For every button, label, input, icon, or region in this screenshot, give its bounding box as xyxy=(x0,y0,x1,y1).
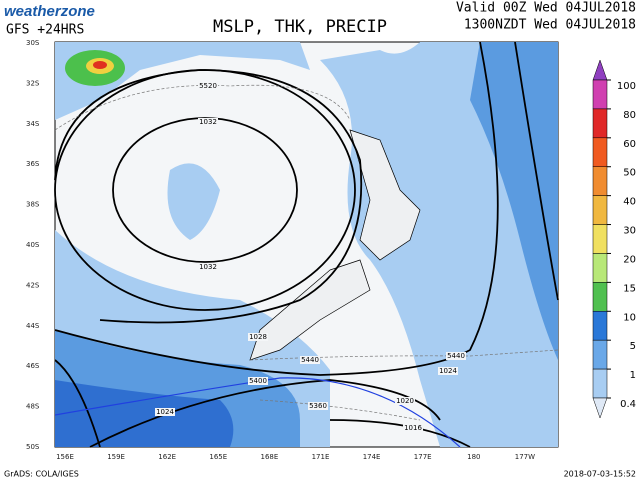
contour-label-bg xyxy=(248,377,268,385)
map-area xyxy=(54,41,559,448)
longitude-label: 177W xyxy=(515,453,535,461)
latitude-label: 46S xyxy=(26,362,40,370)
longitude-label: 177E xyxy=(414,453,432,461)
model-run: GFS +24HRS xyxy=(6,23,84,38)
contour-label-bg xyxy=(395,397,415,405)
latitude-label: 34S xyxy=(26,120,40,128)
longitude-label: 165E xyxy=(209,453,227,461)
latitude-label: 44S xyxy=(26,322,40,330)
latitude-label: 32S xyxy=(26,79,40,87)
latitude-label: 38S xyxy=(26,201,40,209)
contour-label: 1032 xyxy=(199,118,217,126)
colorbar-label: 80 xyxy=(623,110,636,121)
contour-label-bg xyxy=(248,333,268,341)
footer-timestamp: 2018-07-03-15:52 xyxy=(564,470,636,479)
contour-label-bg xyxy=(308,402,328,410)
longitude-label: 156E xyxy=(56,453,74,461)
colorbar-label: 30 xyxy=(623,226,636,237)
colorbar-swatch xyxy=(592,368,608,399)
contour-label: 1028 xyxy=(249,333,267,341)
contour-label: 1024 xyxy=(156,408,174,416)
contour-label: 5440 xyxy=(447,352,465,360)
contour-label-bg xyxy=(403,424,423,432)
latitude-label: 36S xyxy=(26,160,40,168)
contour-label: 1032 xyxy=(199,263,217,271)
contour-label: 5400 xyxy=(249,377,267,385)
longitude-label: 168E xyxy=(261,453,279,461)
longitude-label: 180 xyxy=(467,453,480,461)
contour-label: 5520 xyxy=(199,82,217,90)
contour-label-bg xyxy=(446,352,466,360)
colorbar-swatch xyxy=(592,108,608,139)
contour-label: 1024 xyxy=(439,367,457,375)
colorbar-cap xyxy=(592,59,608,81)
colorbar-label: 60 xyxy=(623,139,636,150)
colorbar-swatch xyxy=(592,166,608,196)
contour-label: 5360 xyxy=(309,402,327,410)
latitude-label: 40S xyxy=(26,241,40,249)
contour-label: 1020 xyxy=(396,397,414,405)
colorbar-swatch xyxy=(592,253,608,283)
logo: weatherzone xyxy=(4,3,95,20)
colorbar-label: 15 xyxy=(623,283,636,294)
colorbar-label: 40 xyxy=(623,197,636,208)
latitude-label: 42S xyxy=(26,281,40,289)
longitude-label: 159E xyxy=(107,453,125,461)
longitude-label: 171E xyxy=(312,453,330,461)
precip-cell xyxy=(93,61,107,69)
precip-heavy xyxy=(55,380,234,447)
colorbar-swatch xyxy=(592,282,608,312)
contour-label: 1016 xyxy=(404,424,422,432)
colorbar-label: 1 xyxy=(630,370,636,381)
contour-label-bg xyxy=(198,82,218,90)
colorbar-label: 5 xyxy=(630,341,636,352)
footer-credit: GrADS: COLA/IGES xyxy=(4,470,79,479)
map-title: MSLP, THK, PRECIP xyxy=(213,17,387,37)
colorbar-label: 10 xyxy=(623,312,636,323)
latitude-label: 48S xyxy=(26,403,40,411)
colorbar-swatch xyxy=(592,339,608,370)
latitude-label: 50S xyxy=(26,443,40,451)
contour-label: 5440 xyxy=(301,356,319,364)
thickness-5400 xyxy=(54,377,461,448)
thickness-lines xyxy=(54,84,559,421)
colorbar-swatch xyxy=(592,311,608,341)
longitude-label: 174E xyxy=(363,453,381,461)
longitude-label: 162E xyxy=(158,453,176,461)
contour-label-bg xyxy=(438,367,458,375)
colorbar-label: 20 xyxy=(623,254,636,265)
colorbar-swatch xyxy=(592,137,608,167)
colorbar-label: 50 xyxy=(623,168,636,179)
isobars xyxy=(54,41,559,448)
colorbar-swatch xyxy=(592,195,608,225)
contour-label-bg xyxy=(198,263,218,271)
valid-time: Valid 00Z Wed 04JUL2018 xyxy=(456,1,636,16)
colorbar-cap xyxy=(592,397,608,419)
colorbar-label: 100 xyxy=(617,81,636,92)
latitude-label: 30S xyxy=(26,39,40,47)
contour-label-bg xyxy=(300,356,320,364)
colorbar-label: 0.4 xyxy=(620,399,636,410)
colorbar-swatch xyxy=(592,79,608,110)
contour-label-bg xyxy=(155,408,175,416)
colorbar xyxy=(592,59,608,419)
colorbar-swatch xyxy=(592,224,608,254)
contour-label-bg xyxy=(198,118,218,126)
local-time: 1300NZDT Wed 04JUL2018 xyxy=(464,18,636,33)
